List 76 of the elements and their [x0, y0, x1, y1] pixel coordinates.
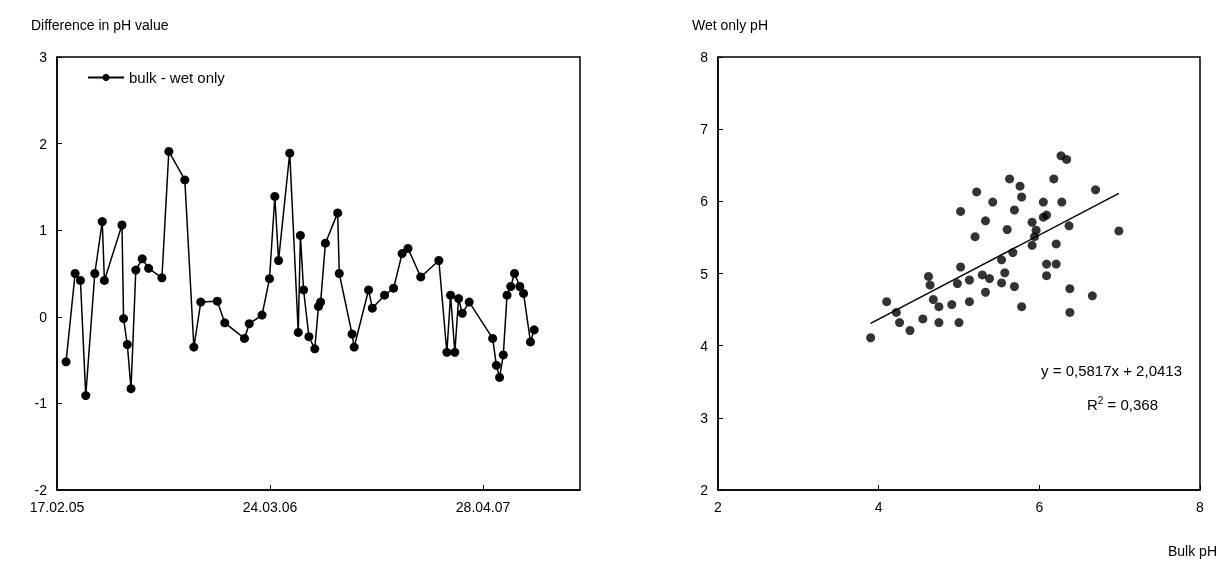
point	[1091, 185, 1101, 195]
point	[1114, 226, 1124, 236]
point	[1017, 302, 1027, 312]
point	[895, 318, 905, 328]
point	[1027, 217, 1037, 227]
point	[866, 333, 876, 343]
x-tick-label: 24.03.06	[242, 499, 298, 515]
y-tick-label: 6	[700, 193, 709, 210]
y-tick-label: 4	[700, 337, 709, 354]
point	[1042, 210, 1052, 220]
point	[964, 275, 974, 285]
point	[952, 279, 962, 289]
x-tick-label: 4	[874, 499, 883, 515]
x-axis-title: Bulk pH	[1167, 543, 1218, 559]
point	[925, 280, 935, 290]
point	[964, 297, 974, 307]
point	[977, 270, 987, 280]
point	[972, 187, 982, 197]
point	[956, 262, 966, 272]
point	[934, 318, 944, 328]
point	[1000, 268, 1010, 278]
annotation: y = 0,5817x + 2,0413	[1041, 362, 1183, 379]
point	[997, 255, 1007, 265]
point	[1065, 284, 1075, 294]
y-tick-label: 2	[700, 482, 709, 498]
point	[1015, 181, 1025, 191]
point	[954, 318, 964, 328]
y-axis-title: Wet only pH	[692, 17, 768, 33]
y-tick-label: 1	[39, 222, 48, 239]
x-tick-label: 6	[1035, 499, 1044, 515]
x-tick-label: 8	[1196, 499, 1205, 515]
point	[928, 294, 938, 304]
point	[1064, 221, 1074, 231]
y-tick-label: -1	[34, 395, 48, 412]
legend-label: bulk - wet only	[129, 69, 226, 86]
y-tick-label: 0	[39, 308, 48, 325]
y-tick-label: 5	[700, 265, 709, 282]
point	[1049, 174, 1059, 184]
point	[1062, 154, 1072, 164]
point	[985, 274, 995, 284]
point	[981, 216, 991, 226]
point	[882, 297, 892, 307]
point	[918, 314, 928, 324]
point	[1042, 259, 1052, 269]
point	[1027, 240, 1037, 250]
x-tick-label: 2	[714, 499, 723, 515]
point	[997, 278, 1007, 288]
point	[923, 271, 933, 281]
point	[1051, 239, 1061, 249]
point	[1051, 259, 1061, 269]
y-axis-title: Difference in pH value	[31, 17, 169, 33]
y-tick-label: 8	[700, 49, 709, 65]
point	[1038, 197, 1048, 207]
point	[1057, 197, 1067, 207]
y-tick-label: 3	[39, 49, 48, 65]
point	[1087, 291, 1097, 301]
x-tick-label: 28.04.07	[455, 499, 511, 515]
point	[1002, 224, 1012, 234]
point	[956, 206, 966, 216]
point	[1042, 271, 1052, 281]
y-tick-label: 7	[700, 121, 709, 138]
point	[1065, 307, 1075, 317]
y-tick-label: -2	[34, 482, 48, 498]
point	[1009, 205, 1019, 215]
point	[1005, 174, 1015, 184]
y-tick-label: 2	[39, 135, 48, 152]
x-tick-label: 17.02.05	[29, 499, 85, 515]
point	[1017, 192, 1027, 202]
point	[905, 326, 915, 336]
point	[970, 232, 980, 242]
y-tick-label: 3	[700, 409, 709, 426]
point	[934, 302, 944, 312]
point	[981, 287, 991, 297]
point	[947, 300, 957, 310]
point	[1009, 281, 1019, 291]
point	[988, 197, 998, 207]
